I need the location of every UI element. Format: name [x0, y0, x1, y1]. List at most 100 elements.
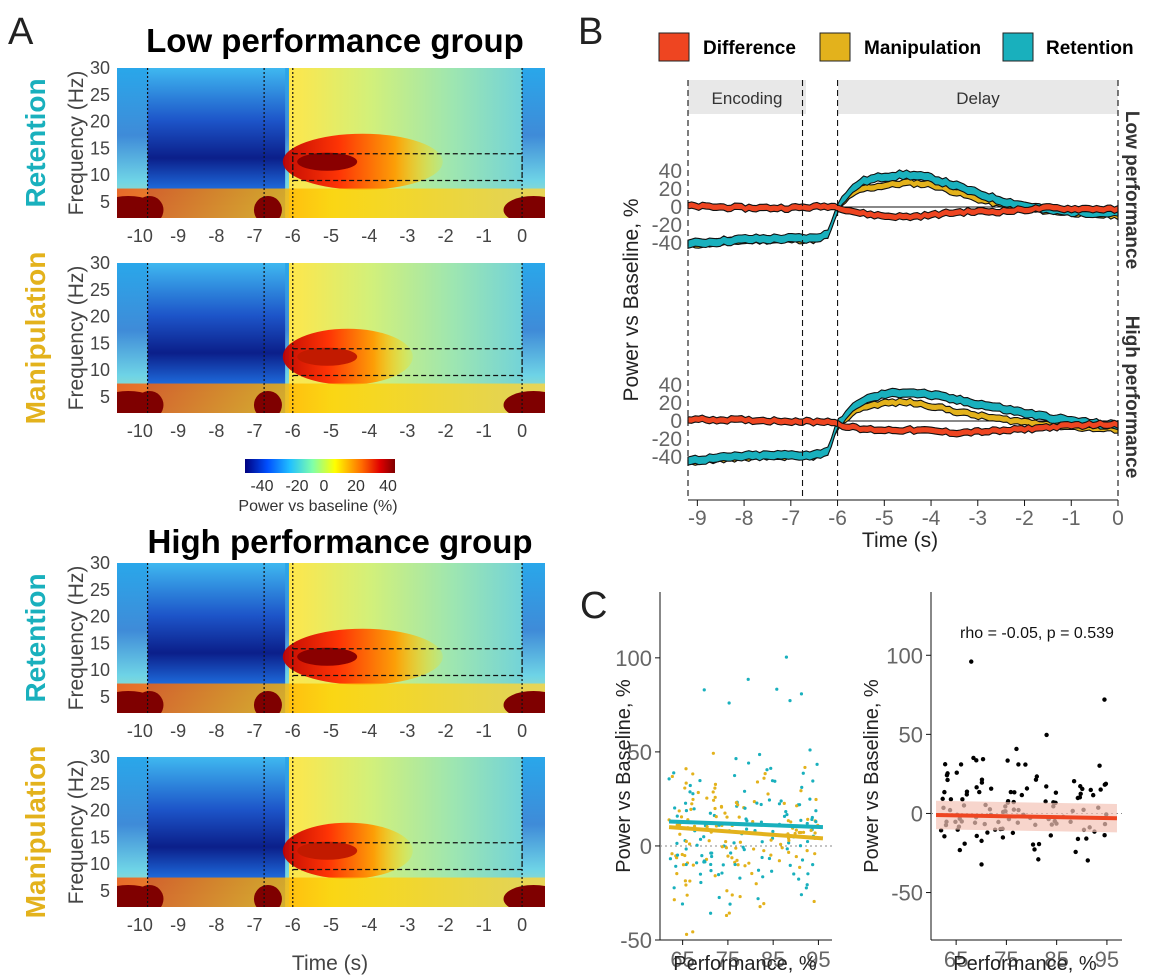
heatmap-row-label: Retention — [20, 78, 51, 207]
heatmap-x-tick: -7 — [247, 226, 263, 246]
fit-line-retention — [668, 819, 824, 830]
heatmap-y-tick: 20 — [90, 307, 110, 327]
scatter-point-retention — [757, 752, 762, 757]
heatmap-x-tick: -8 — [208, 226, 224, 246]
scatter-point-manipulation — [713, 795, 717, 799]
scatter-point-manipulation — [711, 798, 716, 802]
x-tick-label: -5 — [875, 507, 894, 530]
scatter-point — [1044, 732, 1049, 738]
x-tick-label: 0 — [1112, 507, 1124, 530]
roi-box — [292, 648, 523, 677]
heatmap-y-tick: 10 — [90, 660, 110, 680]
scatter-point-retention — [673, 806, 677, 810]
legend-swatch-retention — [1002, 32, 1034, 62]
heatmap-row-label: Manipulation — [20, 252, 51, 425]
scatter-point — [1075, 795, 1081, 801]
y-tick-label: 0 — [640, 834, 652, 859]
scatter-point — [945, 777, 950, 783]
scatter-point-manipulation — [684, 883, 688, 887]
heatmap-body — [117, 757, 545, 907]
heatmap-ylabel: Frequency (Hz) — [65, 760, 88, 905]
heatmap-low-band — [117, 683, 545, 713]
scatter-point-manipulation — [794, 828, 798, 832]
scatter-point-manipulation — [814, 797, 818, 802]
scatter-point-manipulation — [762, 776, 766, 780]
scatter-point-manipulation — [789, 820, 793, 824]
heatmap-y-tick: 20 — [90, 801, 110, 821]
scatter-point — [1071, 779, 1077, 784]
panel-c-plots: 100 50 0 -50 65 75 85 95 100 50 0 -50 65 75 85 95 — [615, 592, 1122, 972]
heatmap-lowfreq-hotspot — [503, 884, 545, 907]
scatter-point-manipulation — [806, 817, 810, 821]
scatter-point-manipulation — [688, 879, 692, 883]
panel-a-label: A — [8, 11, 34, 53]
scatter-point-manipulation — [713, 786, 717, 790]
heatmap-lowfreq-hotspot — [253, 195, 282, 218]
ribbon-retention — [687, 387, 1119, 466]
scatter-point-manipulation — [734, 846, 738, 850]
scatter-point-manipulation — [735, 858, 739, 862]
scatter-point-manipulation — [730, 893, 734, 897]
heatmap-low-band — [117, 188, 545, 218]
scatter-point-retention — [775, 687, 779, 691]
scatter-point — [1033, 777, 1039, 782]
legend-swatch-difference — [658, 32, 690, 62]
heatmap-x-tick: -6 — [285, 915, 301, 935]
scatter-point-manipulation — [679, 815, 684, 819]
scatter-point — [1073, 849, 1078, 855]
x-tick-label: 95 — [1095, 947, 1119, 972]
colorbar: -40 -20 0 20 40 Power vs baseline (%) — [238, 459, 398, 515]
scatter-point-manipulation — [713, 782, 718, 786]
scatter-point-manipulation — [730, 856, 734, 860]
scatter-point-retention — [688, 790, 692, 794]
scatter-point — [977, 789, 982, 795]
scatter-point-manipulation — [691, 863, 695, 867]
scatter-point-manipulation — [782, 801, 786, 805]
heatmap-peak — [297, 841, 358, 860]
scatter-point-retention — [702, 688, 706, 692]
scatter-point-manipulation — [714, 815, 718, 819]
scatter-point-manipulation — [793, 831, 797, 836]
scatter-point — [962, 841, 967, 846]
scatter-point-manipulation — [704, 857, 709, 862]
panel-c-label: C — [580, 585, 607, 627]
legend-label: Retention — [1046, 38, 1134, 59]
scatter-point-manipulation — [705, 825, 709, 829]
scatter-point-manipulation — [711, 751, 715, 755]
heatmap-y-tick: 20 — [90, 112, 110, 132]
heatmap-x-tick: -6 — [285, 226, 301, 246]
scatter-point-retention — [797, 877, 801, 881]
scatter-point-retention — [799, 692, 804, 696]
epoch-bar-encoding — [688, 80, 806, 114]
heatmap-x-tick: -2 — [438, 226, 454, 246]
y-tick-label: -40 — [652, 446, 682, 469]
heatmap-x-tick: -4 — [361, 226, 377, 246]
roi-box — [292, 153, 523, 182]
y-tick-label: 50 — [628, 740, 652, 765]
scatter-point-retention — [680, 902, 685, 906]
heatmap-lowfreq-hotspot — [135, 390, 164, 413]
colorbar-tick: -20 — [285, 478, 308, 495]
scatter-point-manipulation — [670, 774, 674, 779]
scatter-point-manipulation — [720, 845, 724, 849]
scatter-point-retention — [746, 677, 750, 681]
scatter-point-retention — [695, 861, 699, 865]
scatter-point-retention — [805, 883, 809, 887]
scatter-point-manipulation — [809, 828, 813, 832]
scatter-point — [954, 770, 959, 775]
scatter-point-retention — [782, 814, 787, 818]
heatmap-y-tick: 20 — [90, 607, 110, 627]
scatter-point-manipulation — [683, 853, 687, 858]
scatter-point-manipulation — [724, 846, 729, 850]
scatter-point-manipulation — [681, 863, 686, 867]
y-tick-label: -20 — [652, 428, 682, 451]
scatter-point-retention — [801, 771, 805, 775]
colorbar-tick: 40 — [379, 478, 397, 495]
heatmap-x-tick: -1 — [476, 915, 492, 935]
panel-a-title-high: High performance group — [147, 523, 532, 560]
scatter-point-manipulation — [786, 819, 790, 823]
heatmap-x-tick: -5 — [323, 421, 339, 441]
heatmap-x-tick: -3 — [399, 721, 415, 741]
scatter-point-retention — [675, 841, 679, 846]
heatmap-y-tick: 30 — [90, 747, 110, 767]
